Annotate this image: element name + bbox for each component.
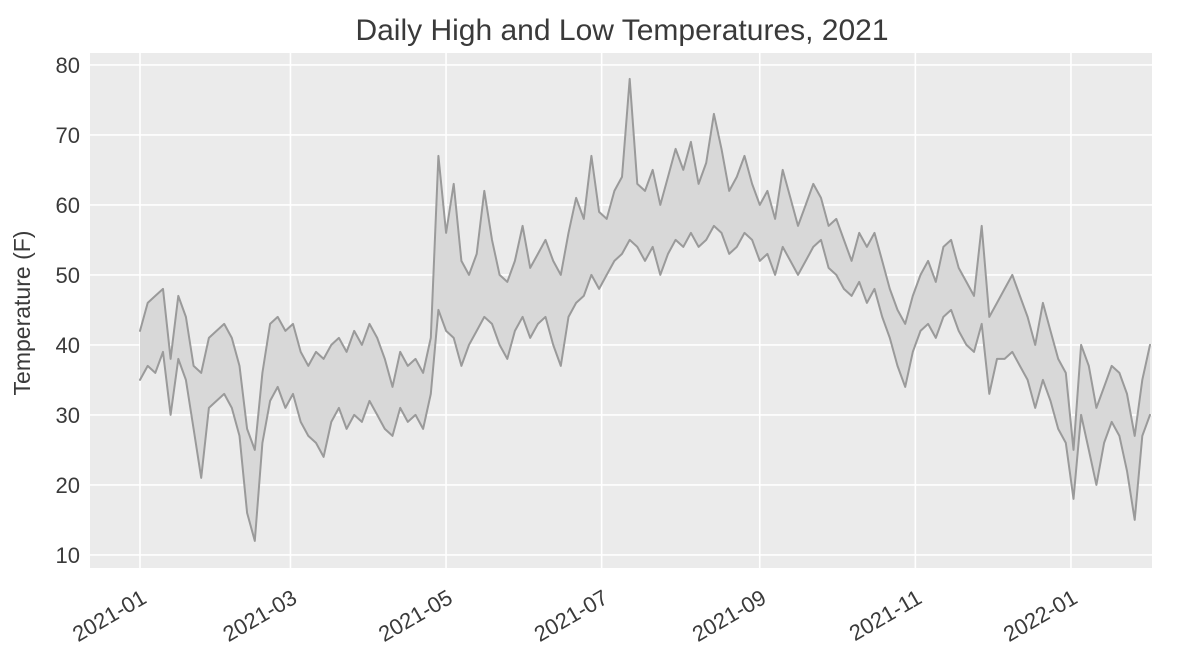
y-tick-label: 20 bbox=[56, 473, 80, 498]
y-tick-label: 10 bbox=[56, 543, 80, 568]
high-temperature-line bbox=[139, 77, 1151, 451]
chart-title: Daily High and Low Temperatures, 2021 bbox=[355, 14, 888, 47]
y-tick-label: 70 bbox=[56, 123, 80, 148]
x-tick-label: 2022-01 bbox=[999, 585, 1081, 647]
y-tick-label: 50 bbox=[56, 263, 80, 288]
temperature-band-fill bbox=[140, 78, 1150, 541]
y-tick-label: 40 bbox=[56, 333, 80, 358]
x-tick-label: 2021-07 bbox=[530, 585, 612, 647]
x-tick-label: 2021-05 bbox=[374, 585, 456, 647]
y-tick-label: 60 bbox=[56, 193, 80, 218]
y-axis-label: Temperature (F) bbox=[9, 231, 35, 396]
x-tick-label: 2021-11 bbox=[845, 585, 926, 646]
y-tick-label: 30 bbox=[56, 403, 80, 428]
plot-layer: 10 20 30 40 50 60 70 80 2021-01 2021-03 2021-05 202… bbox=[56, 53, 1152, 647]
x-tick-label: 2021-09 bbox=[688, 585, 770, 647]
low-temperature-line bbox=[139, 224, 1151, 542]
x-tick-label: 2021-01 bbox=[68, 585, 150, 647]
y-tick-label: 80 bbox=[56, 53, 80, 78]
x-tick-label: 2021-03 bbox=[219, 585, 301, 647]
